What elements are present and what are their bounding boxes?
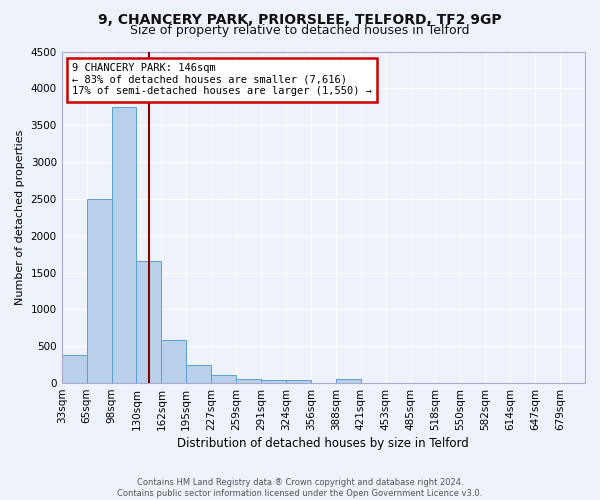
Bar (336, 379, 361, 383)
Bar (211, 376, 236, 383)
Y-axis label: Number of detached properties: Number of detached properties (15, 130, 25, 305)
Bar (136, 262, 161, 383)
Text: 9, CHANCERY PARK, PRIORSLEE, TELFORD, TF2 9GP: 9, CHANCERY PARK, PRIORSLEE, TELFORD, TF… (98, 12, 502, 26)
Text: 9 CHANCERY PARK: 146sqm
← 83% of detached houses are smaller (7,616)
17% of semi: 9 CHANCERY PARK: 146sqm ← 83% of detache… (72, 63, 372, 96)
Bar (261, 380, 286, 383)
Bar (236, 379, 261, 383)
Bar (112, 107, 136, 383)
Bar (161, 340, 186, 383)
X-axis label: Distribution of detached houses by size in Telford: Distribution of detached houses by size … (178, 437, 469, 450)
Bar (86, 199, 112, 383)
Text: Size of property relative to detached houses in Telford: Size of property relative to detached ho… (130, 24, 470, 37)
Bar (286, 380, 311, 383)
Text: Contains HM Land Registry data ® Crown copyright and database right 2024.
Contai: Contains HM Land Registry data ® Crown c… (118, 478, 482, 498)
Bar (62, 355, 86, 383)
Bar (186, 366, 211, 383)
